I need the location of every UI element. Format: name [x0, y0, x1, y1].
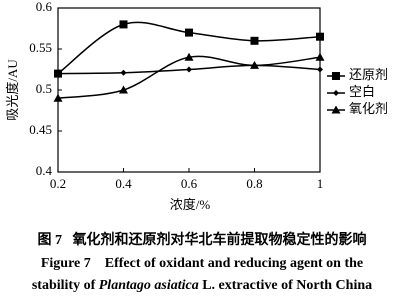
data-point	[250, 36, 259, 45]
x-axis-title: 浓度/%	[170, 197, 211, 212]
caption-cn: 图 7 氧化剂和还原剂对华北车前提取物稳定性的影响	[38, 231, 367, 248]
y-tick-label: 0.4	[36, 163, 53, 178]
legend-marker	[331, 105, 341, 114]
data-point	[184, 52, 194, 61]
data-point	[53, 93, 63, 102]
data-point	[120, 69, 127, 76]
y-tick-label: 0.55	[29, 40, 52, 55]
data-point	[250, 60, 259, 69]
y-tick-label: 0.45	[29, 122, 52, 137]
data-point	[55, 70, 61, 77]
legend-label: 氧化剂	[349, 101, 388, 116]
data-point	[316, 32, 324, 41]
data-point	[315, 52, 325, 61]
x-tick-label: 0.4	[115, 176, 132, 191]
data-point	[119, 85, 128, 94]
data-point	[119, 20, 128, 29]
caption-en: L. extractive of North China	[199, 278, 372, 293]
caption-en-italic: Plantago asiatica	[99, 278, 199, 293]
x-tick-label: 1	[317, 176, 324, 191]
caption-en: stability of	[32, 278, 99, 293]
legend-marker	[332, 72, 340, 80]
series-line	[57, 55, 321, 99]
caption-en: Figure 7 Effect of oxidant and reducing …	[41, 256, 363, 271]
x-tick-label: 0.6	[181, 176, 198, 191]
y-tick-label: 0.6	[36, 0, 53, 14]
y-axis-title: 吸光度/AU	[5, 59, 20, 121]
data-point	[317, 66, 323, 73]
x-tick-label: 0.8	[246, 176, 262, 191]
data-point	[185, 28, 193, 37]
legend-label: 还原剂	[349, 67, 388, 82]
y-tick-label: 0.5	[36, 81, 52, 96]
legend-marker	[333, 90, 339, 96]
x-tick-label: 0.2	[50, 176, 66, 191]
legend-label: 空白	[349, 84, 375, 99]
caption-en: stability of Plantago asiatica L. extrac…	[32, 278, 372, 293]
data-point	[186, 66, 192, 73]
